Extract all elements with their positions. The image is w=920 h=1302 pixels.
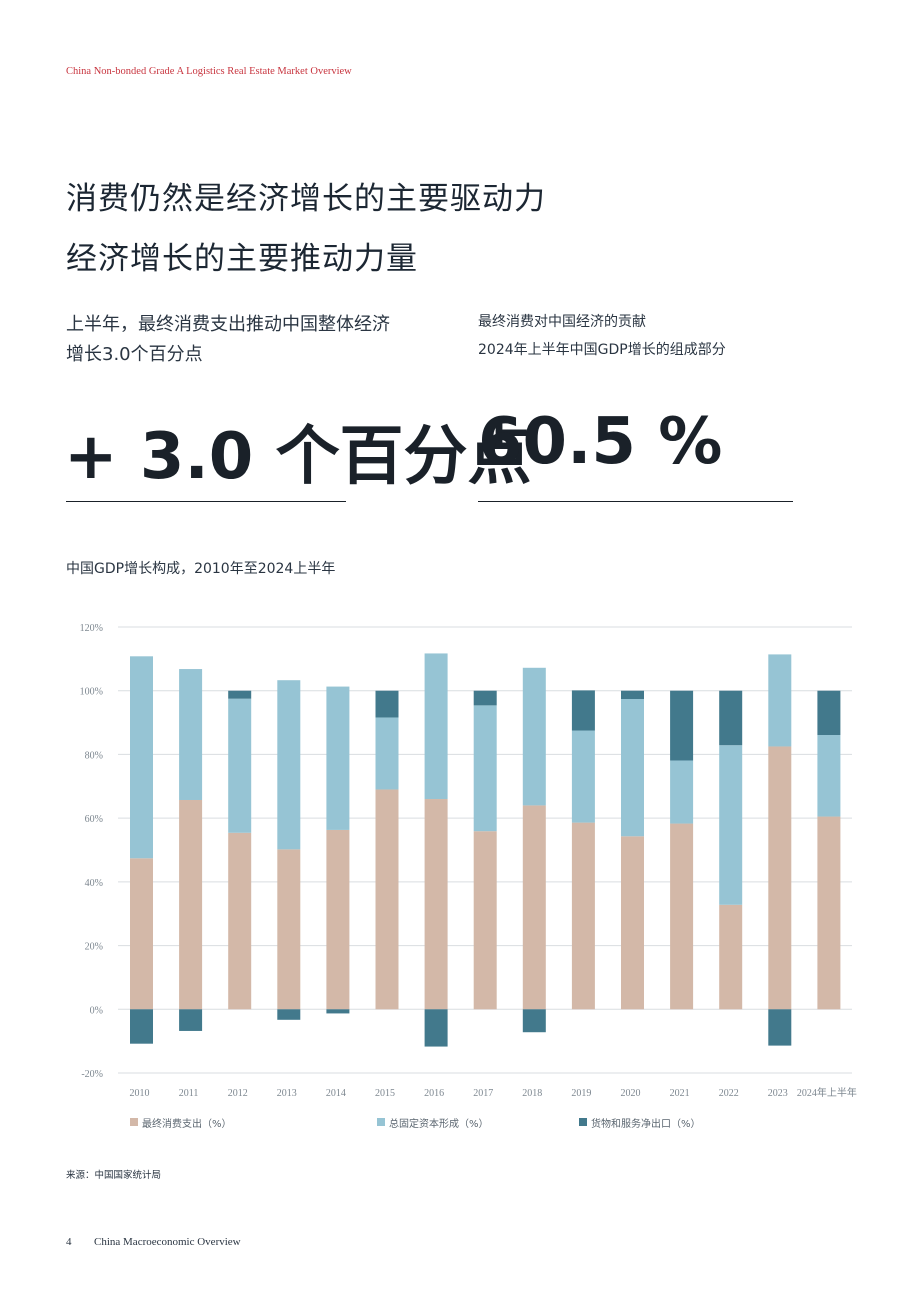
y-tick-label: 120% <box>80 623 103 634</box>
bar-segment-2013-series-1 <box>277 849 301 1010</box>
bar-segment-2011-series-2 <box>179 669 203 800</box>
bar-segment-2021-series-3 <box>670 690 694 761</box>
bar-segment-2020-series-1 <box>621 836 644 1010</box>
bar-segment-2014-series-2 <box>326 686 350 830</box>
legend-label: 总固定资本形成（%） <box>389 1117 489 1130</box>
x-tick-label: 2022 <box>719 1088 739 1099</box>
bar-segment-2017-series-1 <box>473 831 497 1010</box>
x-tick-label: 2016 <box>424 1088 444 1099</box>
y-tick-label: 60% <box>85 814 103 825</box>
headline-line-2: 经济增长的主要推动力量 <box>66 241 418 277</box>
report-title: China Non-bonded Grade A Logistics Real … <box>66 66 352 77</box>
bar-segment-2016-series-1 <box>424 799 448 1010</box>
bar-segment-2024年上半年-series-1 <box>817 816 841 1010</box>
bar-segment-2022-series-3 <box>719 690 743 746</box>
chart-title: 中国GDP增长构成，2010年至2024上半年 <box>66 561 336 577</box>
x-tick-label: 2018 <box>522 1088 542 1099</box>
x-tick-label: 2014 <box>326 1088 346 1099</box>
bar-segment-2023-series-3 <box>768 1009 792 1046</box>
stat-right-caption-line-2: 2024年上半年中国GDP增长的组成部分 <box>478 342 726 358</box>
bar-segment-2012-series-2 <box>228 698 252 833</box>
bar-segment-2018-series-1 <box>522 805 546 1010</box>
x-tick-label: 2020 <box>621 1088 641 1099</box>
stat-right-divider <box>478 501 793 502</box>
bar-segment-2016-series-3 <box>424 1009 448 1047</box>
bar-segment-2018-series-3 <box>522 1009 546 1033</box>
bar-segment-2011-series-1 <box>179 799 203 1010</box>
legend-swatch <box>130 1118 138 1126</box>
x-tick-label: 2012 <box>228 1088 248 1099</box>
bar-segment-2024年上半年-series-3 <box>817 690 841 735</box>
bar-segment-2023-series-2 <box>768 654 792 747</box>
bar-segment-2017-series-2 <box>473 705 497 832</box>
stat-right-caption-line-1: 最终消费对中国经济的贡献 <box>478 314 646 330</box>
page-number: 4 <box>66 1236 72 1248</box>
bar-segment-2012-series-3 <box>228 690 252 699</box>
bar-segment-2022-series-2 <box>719 745 743 905</box>
bar-segment-2019-series-2 <box>571 730 595 823</box>
bar-segment-2012-series-1 <box>228 832 252 1010</box>
bar-segment-2019-series-3 <box>571 690 595 731</box>
bar-segment-2017-series-3 <box>473 690 497 706</box>
bar-segment-2021-series-1 <box>670 823 694 1010</box>
legend-swatch <box>377 1118 385 1126</box>
legend-label: 货物和服务净出口（%） <box>591 1117 701 1130</box>
bar-segment-2018-series-2 <box>522 667 546 806</box>
y-tick-label: 0% <box>90 1005 103 1016</box>
stat-left-value: + 3.0 个百分点 <box>64 420 532 494</box>
bar-segment-2016-series-2 <box>424 653 448 800</box>
headline-line-1: 消费仍然是经济增长的主要驱动力 <box>66 181 546 217</box>
x-tick-label: 2021 <box>670 1088 690 1099</box>
bar-segment-2024年上半年-series-2 <box>817 734 841 817</box>
x-tick-label: 2011 <box>179 1088 199 1099</box>
bar-segment-2013-series-2 <box>277 680 301 850</box>
bar-segment-2014-series-3 <box>326 1009 350 1014</box>
x-tick-label: 2019 <box>571 1088 591 1099</box>
bar-segment-2011-series-3 <box>179 1009 203 1031</box>
stat-right-caption: 最终消费对中国经济的贡献 2024年上半年中国GDP增长的组成部分 <box>478 308 818 364</box>
stat-right-value: 60.5 % <box>478 405 723 479</box>
footer-section: China Macroeconomic Overview <box>94 1236 241 1248</box>
legend-label: 最终消费支出（%） <box>142 1117 232 1130</box>
x-tick-label: 2013 <box>277 1088 297 1099</box>
x-tick-label: 2017 <box>473 1088 493 1099</box>
bar-segment-2010-series-2 <box>130 656 153 859</box>
y-tick-label: 20% <box>85 942 103 953</box>
stat-left-caption: 上半年，最终消费支出推动中国整体经济增长3.0个百分点 <box>66 314 390 365</box>
bar-segment-2010-series-3 <box>130 1009 153 1044</box>
bar-segment-2021-series-2 <box>670 760 694 824</box>
bar-segment-2022-series-1 <box>719 904 743 1010</box>
bar-segment-2020-series-3 <box>621 690 644 699</box>
x-tick-label: 2023 <box>768 1088 788 1099</box>
bar-segment-2020-series-2 <box>621 698 644 837</box>
bar-segment-2015-series-2 <box>375 717 399 790</box>
x-tick-label: 2024年上半年 <box>797 1086 857 1099</box>
y-tick-label: 100% <box>80 687 103 698</box>
legend-swatch <box>579 1118 587 1126</box>
y-tick-label: 80% <box>85 750 103 761</box>
bar-segment-2019-series-1 <box>571 822 595 1010</box>
source-note: 来源：中国国家统计局 <box>66 1170 162 1181</box>
bar-segment-2014-series-1 <box>326 829 350 1010</box>
bar-segment-2023-series-1 <box>768 746 792 1010</box>
stat-left-divider <box>66 501 346 502</box>
bar-segment-2015-series-1 <box>375 789 399 1010</box>
y-tick-label: -20% <box>81 1069 103 1080</box>
bar-segment-2015-series-3 <box>375 690 399 718</box>
bar-segment-2013-series-3 <box>277 1009 301 1020</box>
bar-segment-2010-series-1 <box>130 858 153 1010</box>
x-tick-label: 2015 <box>375 1088 395 1099</box>
x-tick-label: 2010 <box>130 1088 150 1099</box>
y-tick-label: 40% <box>85 878 103 889</box>
gdp-composition-chart: -20% 0% 20% 40% 60% 80% 100% 120% 2010 2011 2012 20… <box>80 623 857 1130</box>
